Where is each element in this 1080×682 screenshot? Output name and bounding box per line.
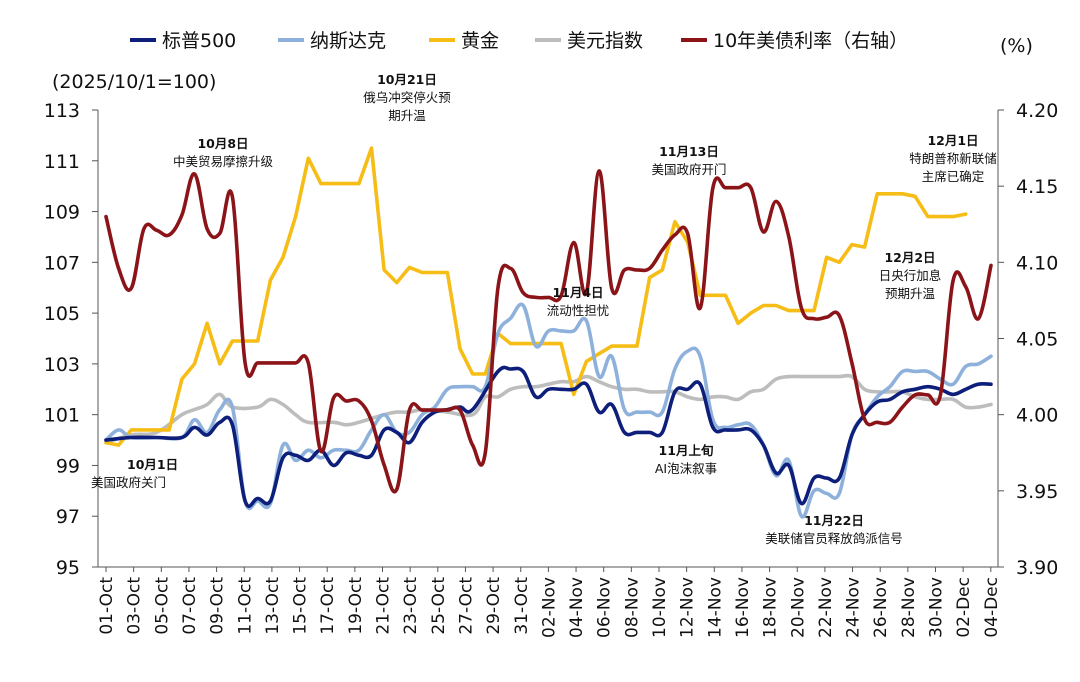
axes: 95 97 99 101 103 105 107 109 111 113 3.90 3.95 4.00 4… [44,100,1059,638]
left-tick-label: 101 [44,405,80,427]
series-line-3 [104,373,993,445]
x-tick-label: 31-Oct [512,577,532,635]
right-axis-label: (%) [1000,35,1033,57]
series-line-0 [104,365,993,508]
x-tick-label: 17-Oct [318,577,338,635]
annotation-date: 10月8日 [197,136,248,151]
annotation-date: 10月21日 [377,72,437,87]
annotation-date: 12月1日 [927,133,978,148]
x-tick-label: 23-Oct [401,577,421,635]
x-tick-label: 10-Nov [650,577,670,638]
x-tick-label: 09-Oct [208,577,228,635]
x-tick-label: 03-Oct [125,577,145,635]
series-line-4 [104,169,993,494]
legend-label: 标普500 [162,30,236,52]
left-tick-label: 107 [44,252,80,274]
annotation-text: AI泡沫叙事 [655,461,717,476]
left-tick-label: 103 [44,354,80,376]
right-tick-label: 4.00 [1016,405,1058,427]
left-axis-label: (2025/10/1=100) [52,71,216,93]
annotation-text: 美联储官员释放鸽派信号 [765,531,903,546]
x-tick-label: 19-Oct [346,577,366,635]
annotation-text: 期升温 [388,108,426,123]
left-tick-label: 95 [56,557,80,579]
right-tick-label: 4.15 [1016,176,1058,198]
x-tick-label: 08-Nov [622,577,642,638]
x-tick-label: 12-Nov [678,577,698,638]
right-tick-label: 3.90 [1016,557,1058,579]
x-tick-label: 29-Oct [484,577,504,635]
legend-label: 黄金 [461,30,499,52]
annotation-text: 主席已确定 [922,169,985,184]
x-tick-label: 20-Nov [788,577,808,638]
legend-label: 纳斯达克 [310,30,386,52]
annotation-text: 美国政府开门 [651,162,726,177]
x-tick-label: 26-Nov [871,577,891,638]
x-tick-label: 21-Oct [374,577,394,635]
x-tick-label: 22-Nov [816,577,836,638]
series-lines [104,146,993,519]
series-line-1 [104,302,993,519]
annotation-text: 流动性担忧 [547,303,610,318]
annotation-date: 11月上旬 [659,443,714,458]
x-tick-label: 30-Nov [927,577,947,638]
right-tick-label: 4.10 [1016,252,1058,274]
x-tick-label: 11-Oct [235,577,255,635]
x-tick-label: 16-Nov [733,577,753,638]
x-tick-label: 18-Nov [761,577,781,638]
x-tick-label: 24-Nov [844,577,864,638]
annotation-text: 预期升温 [885,286,936,301]
annotation-text: 日央行加息 [879,268,942,283]
x-tick-label: 01-Oct [97,577,117,635]
left-tick-label: 97 [56,506,80,528]
annotation-text: 中美贸易摩擦升级 [173,154,274,169]
annotation-date: 12月2日 [884,250,935,265]
legend-label: 美元指数 [567,30,643,52]
x-tick-label: 15-Oct [291,577,311,635]
annotation-date: 10月1日 [127,457,178,472]
right-tick-label: 4.20 [1016,100,1058,122]
x-tick-label: 14-Nov [705,577,725,638]
x-tick-label: 07-Oct [180,577,200,635]
x-tick-label: 02-Dec [954,577,974,638]
x-tick-label: 25-Oct [429,577,449,635]
x-tick-label: 06-Nov [595,577,615,638]
x-tick-label: 13-Oct [263,577,283,635]
annotation-text: 美国政府关门 [91,475,166,490]
legend: 标普500 纳斯达克 黄金 美元指数 10年美债利率（右轴） [130,30,908,52]
annotation-date: 11月13日 [659,144,719,159]
annotation-date: 11月22日 [804,513,864,528]
x-tick-label: 04-Dec [982,577,1002,638]
x-tick-label: 27-Oct [456,577,476,635]
left-tick-label: 111 [44,151,80,173]
legend-label: 10年美债利率（右轴） [713,30,908,52]
x-tick-label: 28-Nov [899,577,919,638]
annotation-text: 俄乌冲突停火预 [363,90,451,105]
x-tick-label: 04-Nov [567,577,587,638]
left-tick-label: 99 [56,455,80,477]
left-tick-label: 105 [44,303,80,325]
annotation-date: 11月4日 [552,285,603,300]
right-tick-label: 3.95 [1016,481,1058,503]
left-tick-label: 109 [44,202,80,224]
left-tick-label: 113 [44,100,80,122]
x-tick-label: 05-Oct [152,577,172,635]
x-tick-label: 02-Nov [539,577,559,638]
annotation-text: 特朗普称新联储 [909,151,997,166]
right-tick-label: 4.05 [1016,329,1058,351]
